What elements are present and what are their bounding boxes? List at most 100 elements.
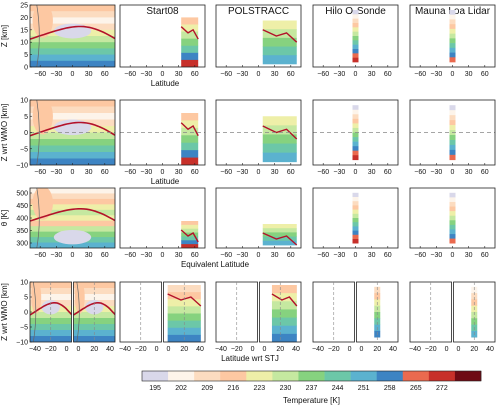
panel: −60 −30 0 30 60 [312, 99, 399, 176]
panel: −60 −30 0 30 60 [119, 99, 206, 176]
profile-band [352, 234, 359, 240]
profile-band [449, 229, 456, 235]
contour-band [181, 24, 199, 32]
profile-band [374, 293, 381, 300]
x-axis-label: Equivalent Latitude [181, 260, 250, 269]
profile-band [352, 213, 359, 219]
profile-band [352, 31, 359, 37]
profile-band [352, 201, 359, 206]
y-tick-label: 0 [24, 310, 28, 317]
x-axis-label: Latitude [151, 79, 180, 88]
profile-band [352, 141, 359, 147]
contour-band [262, 224, 297, 229]
profile-band [449, 120, 456, 126]
y-tick-label: 20 [20, 15, 28, 22]
profile-band [352, 109, 359, 115]
contour-band [262, 116, 297, 126]
contour-band [181, 113, 199, 121]
contour-band [73, 318, 115, 325]
contour-band [30, 60, 115, 67]
x-tick-label: 20 [276, 346, 284, 353]
profile-band [449, 14, 456, 20]
x-tick-label: −30 [50, 71, 62, 78]
y-tick-label: 10 [20, 98, 28, 105]
tropopause-line [30, 208, 115, 222]
contour-band [181, 150, 199, 158]
colorbar-swatch [168, 371, 195, 381]
panel-content [352, 192, 359, 244]
y-tick-label: 400 [16, 216, 28, 223]
contour-band [181, 127, 199, 136]
profile-band [449, 215, 456, 221]
contour-band [262, 55, 297, 65]
panel: −40 −20 0 0 20 40 −10 −5 0 5 10 [16, 280, 116, 353]
x-tick-label: −40 [119, 346, 131, 353]
x-tick-label: 60 [481, 252, 489, 259]
panel-content [180, 221, 199, 248]
x-tick-label: 30 [85, 169, 93, 176]
contour-band [30, 100, 115, 107]
panel-content [180, 17, 199, 67]
x-tick-label: 0 [71, 169, 75, 176]
x-tick-label: 30 [271, 71, 279, 78]
x-tick-label: 20 [470, 346, 478, 353]
contour-band [181, 38, 199, 47]
profile-band [449, 105, 456, 111]
colorbar-swatch [428, 371, 456, 381]
tropopause-line [180, 122, 199, 137]
panel-content [449, 192, 456, 244]
x-tick-label: 0 [257, 71, 261, 78]
x-tick-label: −60 [414, 169, 426, 176]
x-tick-label: 30 [175, 252, 183, 259]
contour-band [271, 325, 297, 335]
jet-contour [36, 5, 40, 67]
cold-region [53, 119, 92, 136]
x-tick-label: −30 [333, 252, 345, 259]
x-tick-label: −30 [333, 71, 345, 78]
colorbar-tick-label: 223 [254, 385, 266, 392]
profile-band [352, 155, 359, 161]
profile-band [449, 125, 456, 131]
profile-band [352, 27, 359, 32]
profile-band [352, 209, 359, 215]
y-tick-label: 500 [16, 191, 28, 198]
x-tick-label: 60 [384, 252, 392, 259]
contour-band [30, 42, 115, 49]
x-tick-label: 60 [191, 252, 199, 259]
y-tick-label: 10 [20, 280, 28, 287]
contour-band [262, 134, 297, 144]
panel: −60 −30 0 30 60 [312, 187, 399, 259]
profile-band [449, 238, 456, 244]
tropopause-line [262, 29, 298, 43]
x-tick-label: 30 [85, 252, 93, 259]
x-tick-label: −20 [425, 346, 437, 353]
x-tick-label: 30 [271, 252, 279, 259]
colorbar-tick-label: 202 [175, 385, 187, 392]
panel: −60 −30 0 30 60 [409, 99, 496, 176]
profile-band [352, 114, 359, 120]
x-tick-label: 60 [384, 169, 392, 176]
colorbar-label: Temperature [K] [283, 396, 340, 405]
x-tick-label: 0 [354, 252, 358, 259]
contour-band [30, 188, 115, 194]
x-tick-label: −60 [124, 71, 136, 78]
tropopause-line [30, 121, 115, 137]
panel: −60 −30 0 30 60 [409, 4, 496, 78]
x-tick-label: 0 [77, 346, 81, 353]
x-tick-label: −60 [220, 252, 232, 259]
x-tick-label: 0 [155, 346, 159, 353]
contour-band [30, 312, 72, 319]
contour-band [167, 306, 201, 314]
contour-band [262, 228, 297, 233]
y-tick-label: −10 [16, 163, 28, 170]
profile-band [449, 110, 456, 116]
panel: −60 −30 0 30 60 0 5 10 15 20 25 [20, 3, 116, 78]
tropopause-line [271, 293, 298, 307]
contour-band [271, 333, 297, 342]
x-tick-label: −30 [140, 71, 152, 78]
panel-content [30, 5, 115, 67]
contour-band [30, 132, 115, 140]
contour-band [271, 309, 297, 318]
panel-grid: −60 −30 0 30 60 0 5 10 15 20 25 −60 −30 0 30 60 −60 −30 0 3… [0, 3, 496, 363]
colorbar-tick-label: 272 [436, 385, 448, 392]
